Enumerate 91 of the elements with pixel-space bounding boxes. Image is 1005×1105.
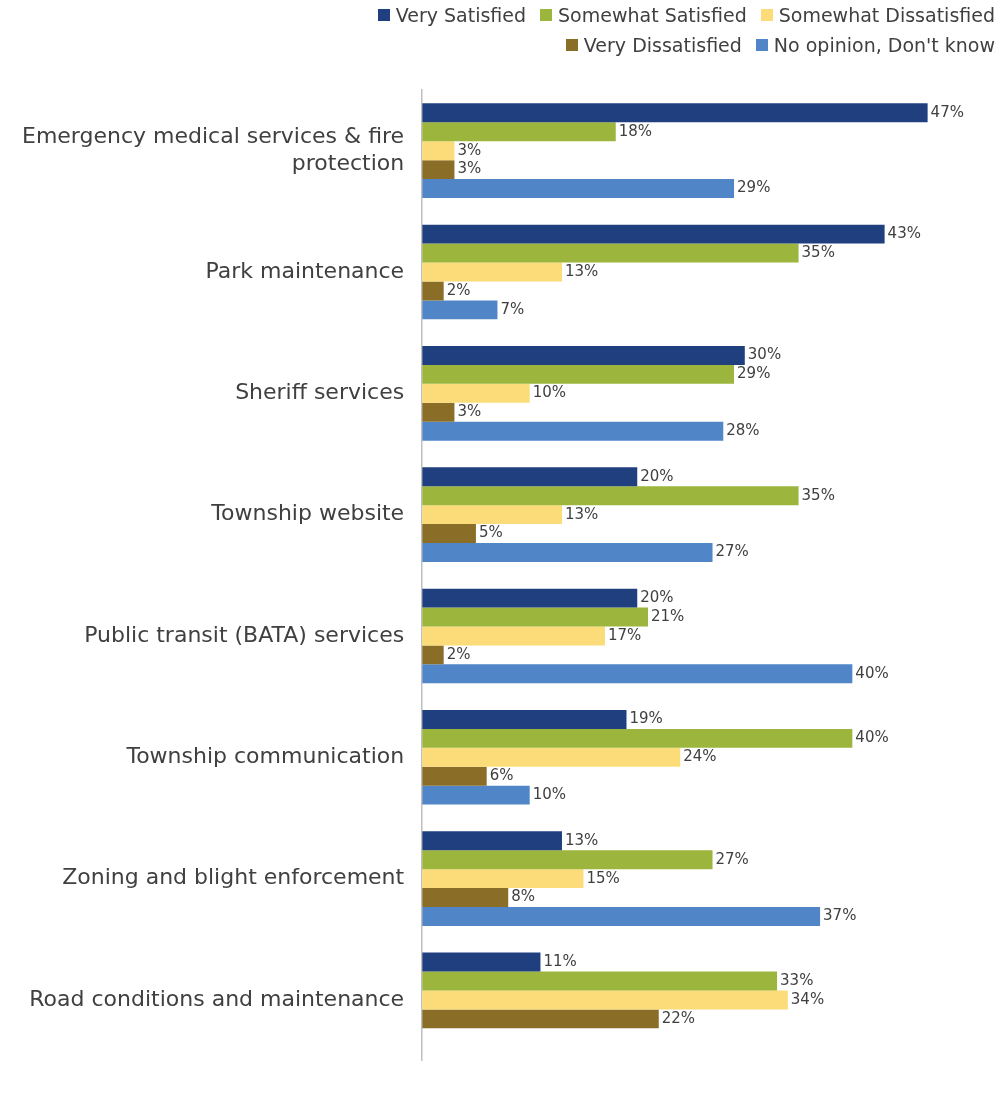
bar [422,524,476,544]
y-tick-label: Public transit (BATA) services [84,621,405,647]
data-label: 8% [511,887,535,906]
bar [422,281,444,301]
data-label: 22% [661,1008,696,1027]
data-label: 21% [651,606,685,625]
data-label: 43% [887,224,921,243]
bar [422,243,799,263]
y-tick-label: Emergency medical services & fire protection [21,123,405,175]
data-label: 19% [629,709,663,728]
data-label: 10% [532,383,567,402]
bar [422,907,821,926]
bar [422,300,498,320]
data-label: 33% [780,970,814,989]
bar [422,421,724,441]
data-label: 37% [823,906,857,925]
bar [422,728,853,748]
data-label: 18% [618,121,653,140]
bar [422,747,681,767]
data-label: 27% [715,849,749,868]
data-label: 11% [543,951,577,970]
data-label: 29% [737,364,771,383]
y-tick-label: Township website [210,500,405,526]
bar [422,467,638,487]
data-label: 3% [457,159,482,178]
bar [422,160,455,180]
data-label: 2% [446,644,471,663]
data-label: 40% [855,728,889,747]
bar [422,1009,659,1029]
bar [422,179,735,198]
data-label: 35% [801,242,835,261]
data-label: 5% [478,523,503,542]
data-label: 13% [564,504,599,523]
bar [422,364,735,384]
data-label: 20% [640,588,674,606]
bar [422,869,584,889]
data-label: 13% [564,261,599,280]
data-label: 35% [801,485,835,504]
data-label: 17% [607,625,642,644]
bar [422,141,455,161]
bar [422,122,616,142]
bar [422,588,638,608]
bar [422,486,799,506]
bar [422,402,455,422]
bar [422,543,713,562]
data-label: 24% [683,747,717,766]
data-label: 6% [489,766,514,785]
bar [422,383,530,403]
bar [422,850,713,870]
bar [422,607,649,627]
bar [422,785,530,805]
data-label: 34% [790,989,825,1008]
legend-label: No opinion, Don't know [773,34,995,56]
bar [422,831,562,851]
data-label: 15% [586,868,620,887]
data-label: 2% [446,280,471,299]
legend-label: Very Dissatisfied [583,34,742,56]
bar [422,505,562,525]
bar [422,952,541,972]
bar [422,645,444,665]
bar [422,766,487,786]
bar [422,224,885,244]
y-tick-label: Park maintenance [205,257,405,283]
y-tick-label: Zoning and blight enforcement [62,864,405,890]
y-tick-label: Road conditions and maintenance [29,985,405,1011]
y-tick-label: Sheriff services [235,379,405,405]
data-label: 20% [640,466,674,485]
legend-label: Very Satisfied [395,4,527,26]
bar [422,709,627,729]
bar [422,664,853,684]
data-label: 27% [715,542,749,561]
data-label: 3% [457,140,482,159]
bar [422,262,562,282]
data-label: 40% [855,663,889,682]
legend-label: Somewhat Dissatisfied [778,4,995,26]
data-label: 3% [457,402,482,421]
data-label: 30% [747,345,782,364]
data-label: 7% [500,299,525,318]
bar [422,626,605,646]
data-label: 47% [930,102,964,121]
bar [422,990,788,1010]
legend-label: Somewhat Satisfied [558,4,747,26]
data-label: 10% [532,785,567,804]
y-tick-label: Township communication [125,743,405,769]
bar [422,346,745,365]
bar [422,103,928,123]
bar [422,888,509,907]
data-label: 13% [564,830,599,849]
bar [422,971,778,991]
data-label: 29% [737,178,771,197]
data-label: 28% [726,421,760,440]
